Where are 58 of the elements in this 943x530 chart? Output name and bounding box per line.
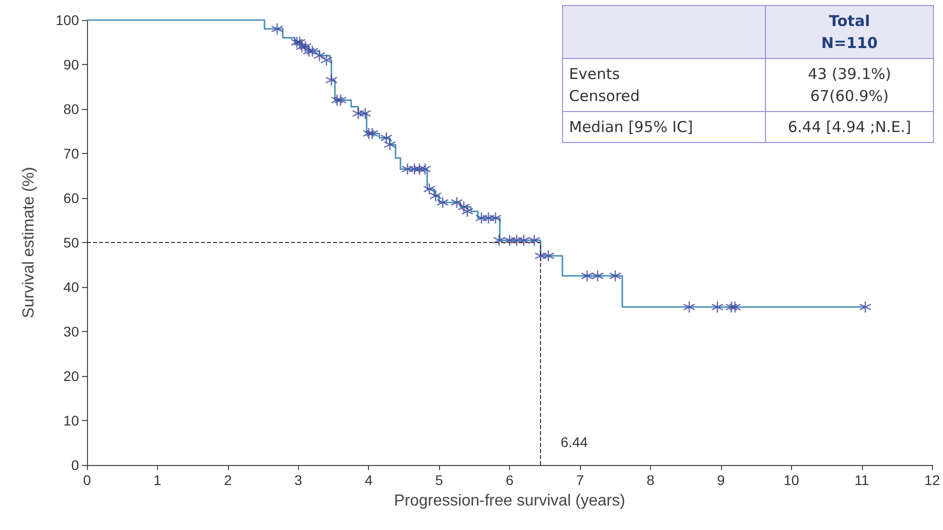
y-tick-label: 10 — [63, 412, 80, 428]
y-tick-label: 90 — [63, 56, 80, 72]
x-tick-label: 8 — [646, 472, 655, 488]
point — [534, 250, 547, 262]
point — [366, 127, 378, 140]
x-tick-label: 10 — [784, 472, 800, 488]
annotation: 6.44 [4.94 ;N.E.] — [766, 112, 934, 142]
point — [728, 300, 742, 314]
x-tick-label: 2 — [224, 472, 232, 488]
point — [725, 300, 738, 314]
x-axis-title: Progression-free survival (years) — [394, 492, 626, 510]
annotation: 67(60.9%) — [810, 87, 889, 105]
ref-line-label: 6.44 — [560, 434, 588, 450]
annotation: Censored — [569, 87, 640, 105]
point — [384, 138, 396, 151]
point — [334, 94, 347, 106]
annotation: Events — [569, 65, 620, 83]
point — [423, 182, 436, 196]
point — [430, 190, 442, 202]
point — [492, 234, 506, 246]
point — [683, 300, 696, 314]
y-tick-label: 20 — [63, 368, 80, 384]
y-tick-label: 50 — [63, 234, 80, 250]
x-tick-label: 1 — [154, 472, 162, 488]
x-tick-label: 11 — [854, 472, 870, 488]
point — [436, 196, 449, 209]
y-tick-label: 100 — [56, 12, 80, 28]
point — [609, 270, 622, 282]
annotation: 43 (39.1%) — [808, 65, 892, 83]
x-tick-label: 5 — [435, 472, 444, 488]
point — [711, 300, 724, 314]
point — [542, 250, 554, 262]
point — [330, 94, 344, 106]
y-tick-label: 60 — [63, 190, 80, 206]
x-tick-label: 3 — [294, 472, 302, 488]
point — [380, 132, 392, 144]
annotation: N=110 — [821, 34, 878, 52]
x-tick-label: 0 — [83, 472, 92, 488]
annotation: Total — [829, 12, 870, 30]
x-tick-label: 9 — [717, 472, 726, 488]
point — [362, 127, 375, 140]
y-tick-label: 30 — [63, 324, 80, 340]
point — [271, 22, 284, 36]
point — [528, 234, 540, 246]
y-tick-label: 70 — [63, 146, 80, 162]
x-tick-label: 6 — [506, 472, 514, 488]
y-tick-label: 40 — [63, 279, 80, 295]
x-tick-label: 4 — [364, 472, 373, 488]
point — [859, 300, 872, 314]
y-tick-label: 80 — [63, 101, 80, 117]
point — [325, 74, 338, 86]
y-tick-label: 0 — [71, 457, 80, 473]
y-axis-title: Survival estimate (%) — [20, 166, 38, 318]
point — [580, 270, 594, 282]
x-tick-label: 12 — [924, 472, 940, 488]
point — [592, 270, 604, 282]
annotation: Median [95% IC] — [562, 112, 766, 142]
x-tick-label: 7 — [576, 472, 584, 488]
